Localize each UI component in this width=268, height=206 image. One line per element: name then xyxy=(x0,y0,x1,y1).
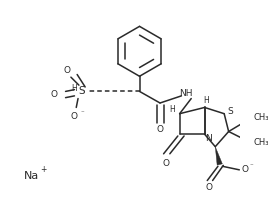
Text: O: O xyxy=(206,183,213,192)
Text: O: O xyxy=(71,112,78,121)
Text: NH: NH xyxy=(179,89,193,98)
Text: CH₃: CH₃ xyxy=(254,113,268,122)
Text: O: O xyxy=(157,125,163,134)
Text: S: S xyxy=(78,86,85,96)
Text: ⁻: ⁻ xyxy=(81,111,84,117)
Text: H: H xyxy=(203,96,209,105)
Text: ⁻: ⁻ xyxy=(250,163,254,169)
Text: O: O xyxy=(241,165,248,174)
Text: H: H xyxy=(170,105,175,114)
Text: S: S xyxy=(228,107,233,116)
Text: CH₃: CH₃ xyxy=(254,138,268,147)
Text: O: O xyxy=(64,66,71,75)
Text: O: O xyxy=(50,90,57,99)
Text: +: + xyxy=(40,165,46,174)
Text: O: O xyxy=(163,159,170,168)
Polygon shape xyxy=(215,147,222,165)
Text: Na: Na xyxy=(24,171,39,181)
Text: H: H xyxy=(72,84,77,93)
Text: N: N xyxy=(205,134,211,143)
